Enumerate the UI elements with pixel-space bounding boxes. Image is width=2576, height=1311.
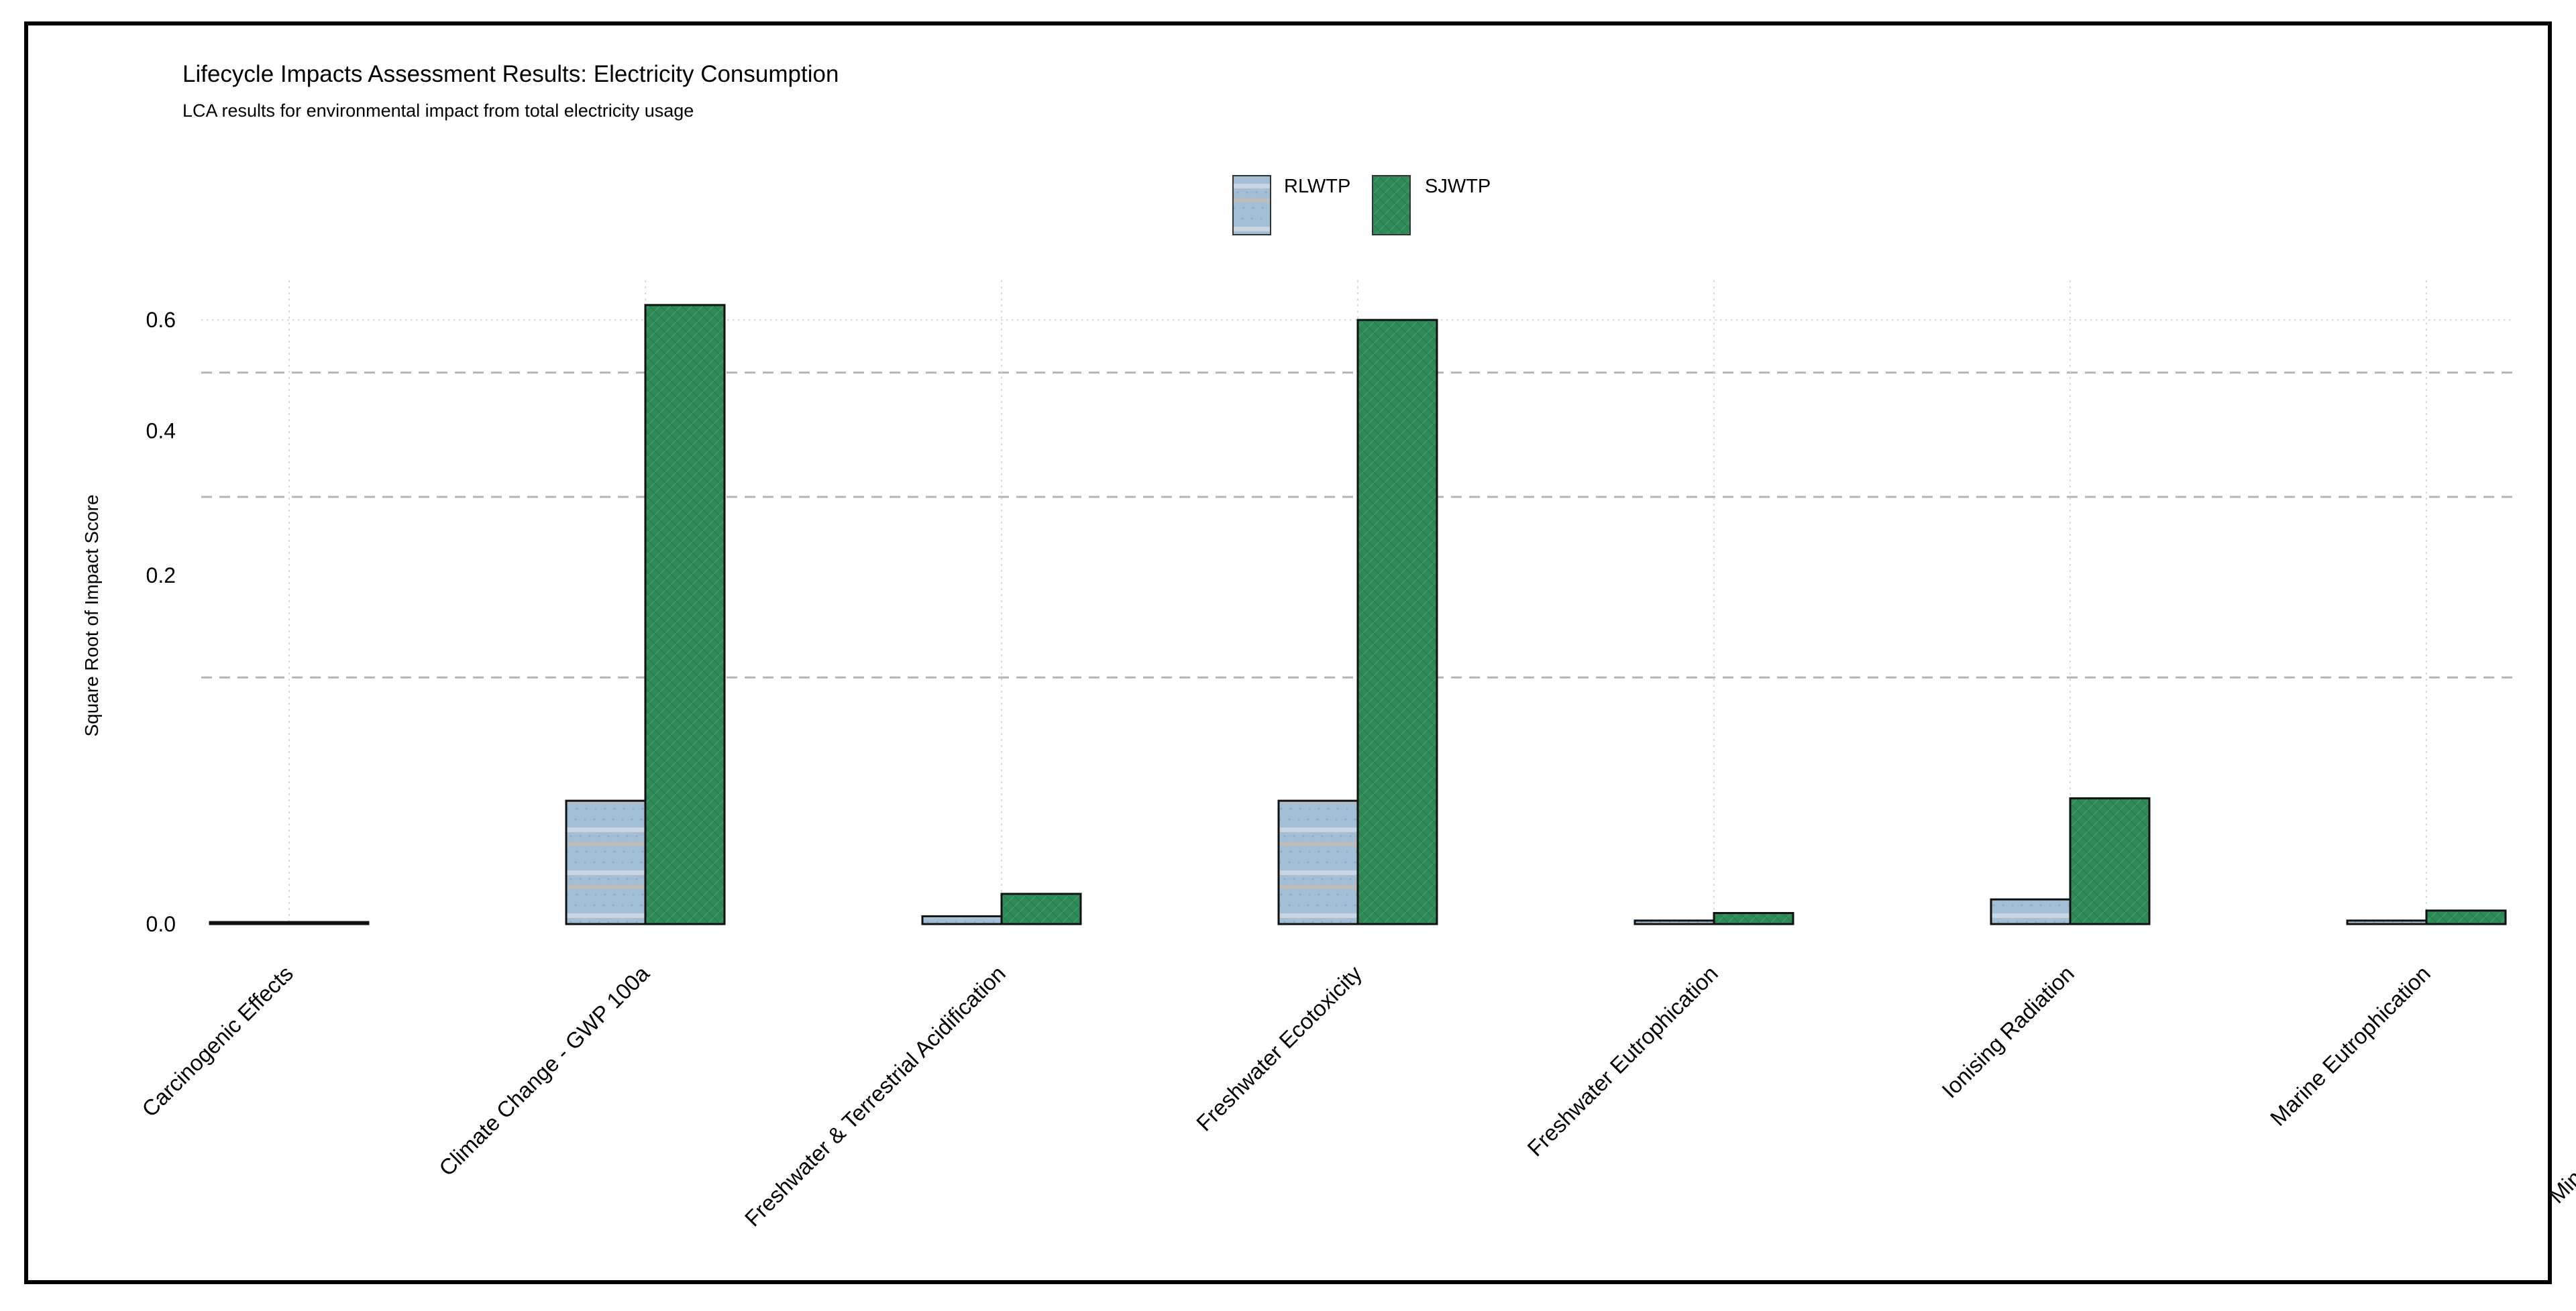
- bar-rlwtp: [1633, 919, 1715, 925]
- bar-sjwtp: [2425, 909, 2507, 925]
- bar-sjwtp: [1356, 319, 1438, 925]
- bar-sjwtp: [2069, 797, 2151, 925]
- chart-frame: [24, 21, 2552, 1284]
- bar-rlwtp: [565, 799, 647, 925]
- bar-sjwtp: [1000, 893, 1082, 925]
- x-category-label: Freshwater Eutrophication: [1522, 961, 1723, 1161]
- y-tick-label: 0.2: [146, 563, 176, 587]
- x-category-label: Marine Eutrophication: [2265, 961, 2435, 1131]
- y-axis-ticks: 0.0 0.2 0.4 0.6: [146, 308, 176, 936]
- legend: RLWTP SJWTP: [1232, 175, 1491, 235]
- legend-label-rlwtp: RLWTP: [1284, 176, 1350, 197]
- chart-subtitle: LCA results for environmental impact fro…: [182, 101, 694, 121]
- bar-rlwtp: [1277, 799, 1359, 925]
- bar-rlwtp: [209, 921, 290, 925]
- x-axis-labels: Carcinogenic Effects Climate Change - GWP…: [137, 960, 2576, 1231]
- y-axis-title: Square Root of Impact Score: [81, 494, 102, 736]
- bar-sjwtp: [644, 304, 726, 925]
- bar-sjwtp: [288, 921, 370, 925]
- x-category-label: Climate Change - GWP 100a: [434, 960, 654, 1180]
- y-tick-label: 0.6: [146, 308, 176, 332]
- legend-swatch-sjwtp: [1372, 175, 1411, 235]
- bar-rlwtp: [2346, 919, 2428, 925]
- legend-swatch-rlwtp: [1232, 175, 1271, 235]
- bar-rlwtp: [921, 915, 1003, 925]
- legend-label-sjwtp: SJWTP: [1425, 176, 1491, 197]
- y-tick-label: 0.4: [146, 418, 176, 443]
- x-category-label: Freshwater Ecotoxicity: [1191, 960, 1366, 1135]
- x-category-label: Mineral, Fossils and Renewables: [2544, 961, 2576, 1208]
- x-category-label: Freshwater & Terrestrial Acidification: [740, 961, 1010, 1231]
- bar-sjwtp: [1713, 912, 1794, 925]
- bar-rlwtp: [1990, 898, 2072, 925]
- chart-title: Lifecycle Impacts Assessment Results: El…: [182, 61, 839, 87]
- y-tick-label: 0.0: [146, 912, 176, 936]
- x-category-label: Carcinogenic Effects: [137, 961, 298, 1122]
- bars: [209, 304, 2507, 925]
- x-category-label: Ionising Radiation: [1937, 961, 2079, 1103]
